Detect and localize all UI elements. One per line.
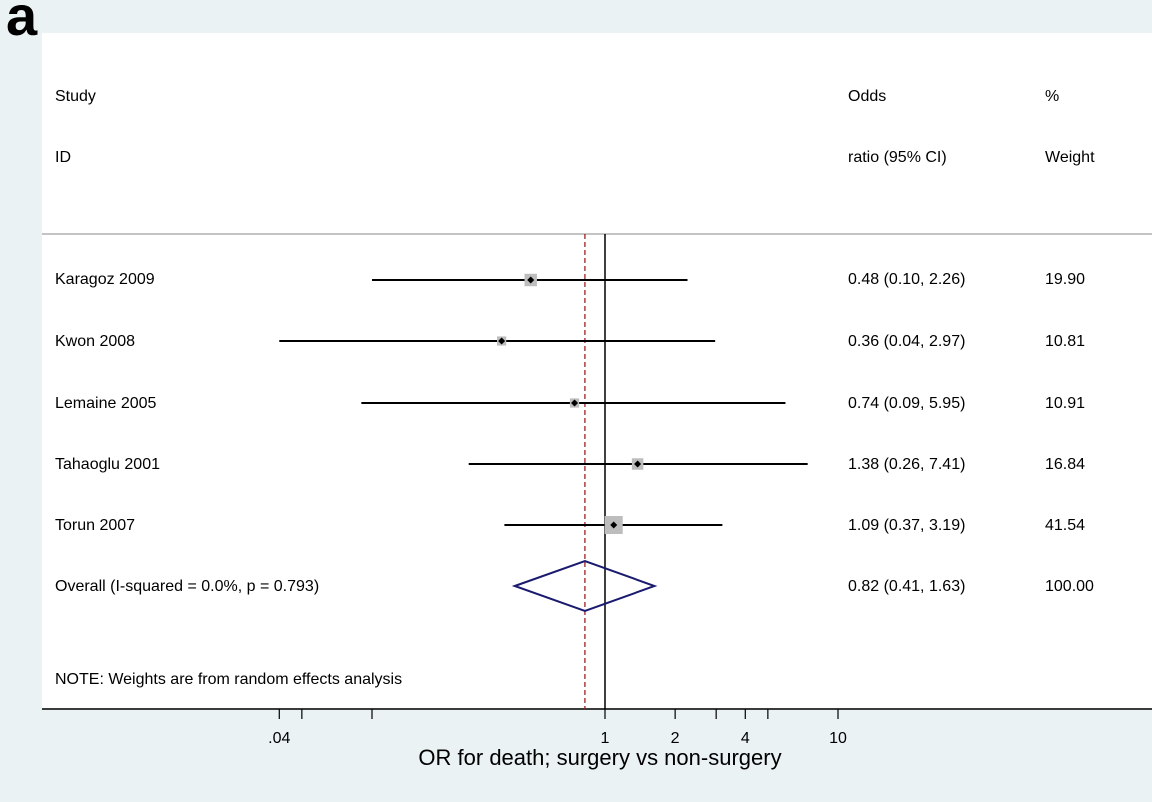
panel-label: a bbox=[6, 0, 38, 47]
plot-area bbox=[42, 33, 1152, 708]
study-ci: 0.36 (0.04, 2.97) bbox=[848, 333, 966, 350]
study-name: Tahaoglu 2001 bbox=[55, 456, 160, 473]
study-ci: 1.09 (0.37, 3.19) bbox=[848, 517, 966, 534]
header-odds: Odds bbox=[848, 88, 887, 105]
study-weight: 16.84 bbox=[1045, 456, 1086, 473]
x-tick-label: 10 bbox=[829, 730, 847, 747]
study-weight: 10.91 bbox=[1045, 395, 1086, 412]
x-tick-label: 1 bbox=[601, 730, 610, 747]
study-weight: 19.90 bbox=[1045, 271, 1086, 288]
study-name: Kwon 2008 bbox=[55, 333, 136, 350]
x-tick-label: 4 bbox=[741, 730, 750, 747]
point-estimate bbox=[634, 460, 642, 468]
study-ci: 0.48 (0.10, 2.26) bbox=[848, 271, 966, 288]
study-name: Torun 2007 bbox=[55, 517, 136, 534]
study-ci: 0.74 (0.09, 5.95) bbox=[848, 395, 966, 412]
overall-diamond bbox=[511, 559, 658, 613]
point-estimate bbox=[498, 337, 506, 345]
overall-ci: 0.82 (0.41, 1.63) bbox=[848, 578, 966, 595]
study-ci: 1.38 (0.26, 7.41) bbox=[848, 456, 966, 473]
overall-weight: 100.00 bbox=[1045, 578, 1094, 595]
x-axis-label: OR for death; surgery vs non-surgery bbox=[418, 745, 782, 770]
weights-note: NOTE: Weights are from random effects an… bbox=[55, 671, 403, 688]
point-estimate bbox=[571, 399, 579, 407]
point-estimate bbox=[527, 276, 535, 284]
header-ratio-ci: ratio (95% CI) bbox=[848, 149, 947, 166]
study-name: Lemaine 2005 bbox=[55, 395, 157, 412]
overall-label: Overall (I-squared = 0.0%, p = 0.793) bbox=[55, 578, 320, 595]
study-weight: 41.54 bbox=[1045, 517, 1086, 534]
header-percent: % bbox=[1045, 88, 1060, 105]
x-tick-label: 2 bbox=[671, 730, 680, 747]
header-weight: Weight bbox=[1045, 149, 1095, 166]
header-id: ID bbox=[55, 149, 71, 166]
header-study: Study bbox=[55, 88, 96, 105]
x-tick-label: .04 bbox=[268, 730, 290, 747]
study-name: Karagoz 2009 bbox=[55, 271, 155, 288]
point-estimate bbox=[610, 521, 618, 529]
study-weight: 10.81 bbox=[1045, 333, 1086, 350]
